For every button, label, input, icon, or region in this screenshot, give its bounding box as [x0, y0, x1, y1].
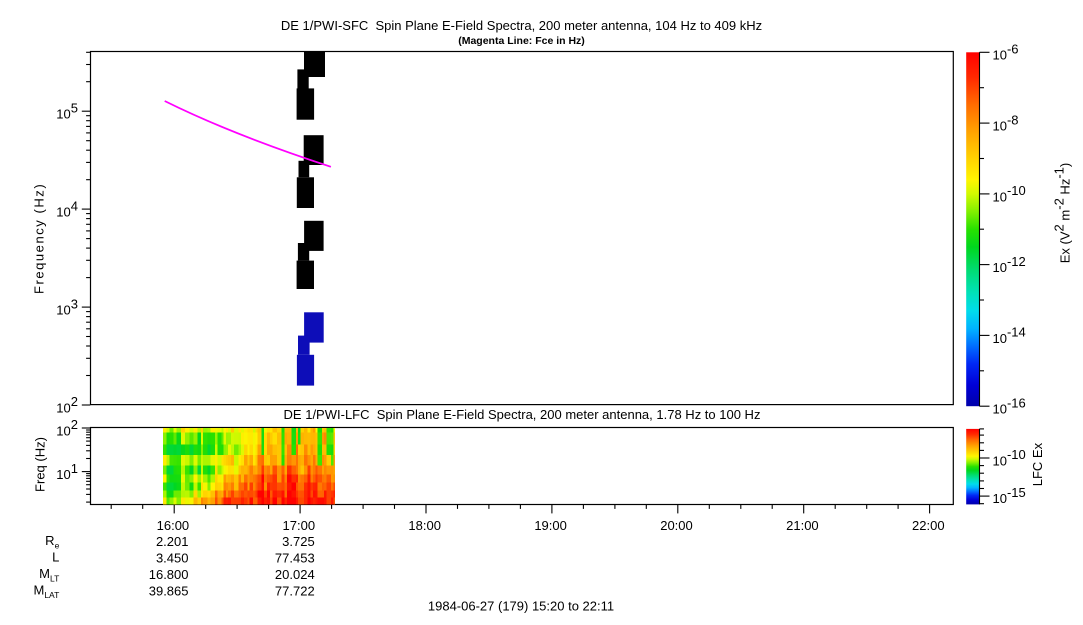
svg-text:DE 1/PWI-SFC Spin Plane E-Fie: DE 1/PWI-SFC Spin Plane E-Field Spectra,… [281, 18, 762, 33]
svg-text:1984-06-27 (179) 15:20 to 22:1: 1984-06-27 (179) 15:20 to 22:11 [428, 599, 614, 614]
svg-text:77.453: 77.453 [275, 550, 315, 565]
svg-text:21:00: 21:00 [786, 518, 819, 533]
svg-text:Ex (V2 m-2 Hz-1): Ex (V2 m-2 Hz-1) [1052, 163, 1073, 263]
svg-text:77.722: 77.722 [275, 583, 315, 598]
svg-text:Freq (Hz): Freq (Hz) [32, 437, 47, 492]
svg-text:18:00: 18:00 [408, 518, 441, 533]
svg-text:LFC Ex: LFC Ex [1030, 442, 1045, 486]
svg-text:Frequency (Hz): Frequency (Hz) [32, 183, 47, 294]
svg-text:3.450: 3.450 [156, 550, 189, 565]
svg-text:39.865: 39.865 [149, 583, 189, 598]
svg-text:DE 1/PWI-LFC Spin Plane E-Fie: DE 1/PWI-LFC Spin Plane E-Field Spectra,… [284, 407, 761, 422]
svg-text:22:00: 22:00 [912, 518, 945, 533]
svg-text:(Magenta Line: Fce in Hz): (Magenta Line: Fce in Hz) [458, 35, 585, 47]
svg-text:16.800: 16.800 [149, 567, 189, 582]
svg-text:L: L [52, 550, 59, 565]
svg-text:20:00: 20:00 [660, 518, 693, 533]
svg-text:20.024: 20.024 [275, 567, 315, 582]
svg-text:19:00: 19:00 [534, 518, 567, 533]
svg-text:2.201: 2.201 [156, 534, 189, 549]
svg-text:16:00: 16:00 [157, 518, 190, 533]
svg-text:3.725: 3.725 [282, 534, 315, 549]
svg-text:17:00: 17:00 [283, 518, 316, 533]
